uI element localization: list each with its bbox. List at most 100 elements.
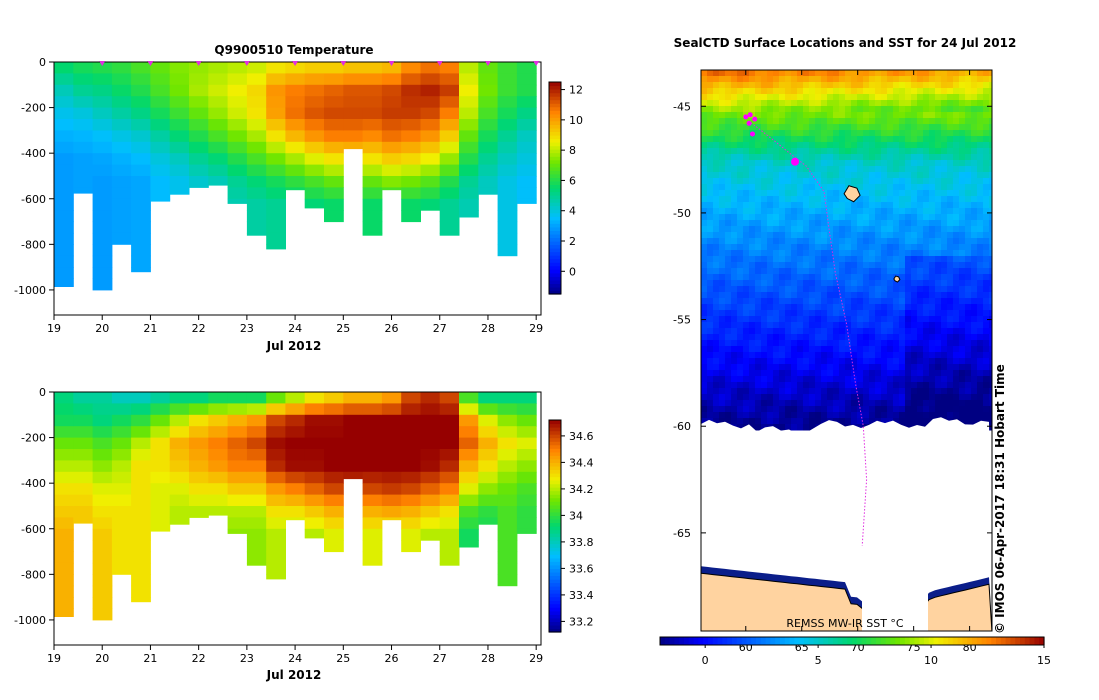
sst-pixel — [947, 316, 954, 323]
profile-cell — [131, 597, 151, 603]
profile-cell — [54, 119, 74, 131]
sst-pixel — [845, 70, 852, 77]
sst-pixel — [851, 214, 858, 221]
sst-pixel — [941, 184, 948, 191]
sst-pixel — [761, 340, 768, 347]
sst-pixel — [779, 82, 786, 89]
sst-pixel — [809, 250, 816, 257]
sst-pixel — [941, 376, 948, 383]
profile-cell — [266, 551, 286, 564]
sst-pixel — [881, 208, 888, 215]
profile-cell — [246, 107, 267, 120]
sst-pixel — [809, 196, 816, 203]
sst-pixel — [809, 412, 816, 419]
sst-pixel — [899, 352, 906, 359]
sst-pixel — [725, 298, 732, 305]
y-tick-label: -400 — [21, 477, 46, 490]
sst-pixel — [773, 106, 780, 113]
sst-pixel — [815, 136, 822, 143]
sst-colorbar-swatch — [962, 637, 968, 645]
sst-pixel — [875, 142, 882, 149]
sst-pixel — [947, 310, 954, 317]
sst-pixel — [989, 226, 992, 233]
profile-cell — [478, 392, 499, 404]
profile-cell — [227, 392, 248, 404]
profile-cell — [381, 84, 402, 97]
sst-pixel — [905, 268, 912, 275]
sst-pixel — [959, 412, 966, 419]
profile-cell — [516, 73, 537, 86]
sst-pixel — [707, 208, 714, 215]
sst-pixel — [869, 244, 876, 251]
profile-cell — [478, 141, 499, 154]
sst-pixel — [869, 76, 876, 83]
sst-pixel — [725, 100, 732, 107]
profile-cell — [343, 107, 364, 120]
colorbar-swatch — [549, 451, 561, 456]
sst-pixel — [791, 424, 798, 431]
sst-pixel — [893, 376, 900, 383]
profile-cell — [381, 414, 402, 427]
sst-pixel — [869, 394, 876, 401]
salinity-x-axis: 19 20 21 22 23 24 25 26 27 28 29 — [47, 645, 543, 665]
sst-pixel — [857, 412, 864, 419]
profile-cell — [324, 483, 344, 496]
sst-pixel — [743, 88, 750, 95]
sst-pixel — [833, 244, 840, 251]
sst-pixel — [833, 166, 840, 173]
sst-pixel — [755, 304, 762, 311]
sst-pixel — [869, 154, 876, 161]
sst-pixel — [839, 166, 846, 173]
profile-cell — [92, 494, 113, 507]
sst-pixel — [737, 280, 744, 287]
sst-pixel — [719, 358, 726, 365]
sst-pixel — [719, 130, 726, 137]
colorbar-swatch — [549, 515, 561, 520]
profile-cell — [304, 96, 325, 109]
x-tick-label: 27 — [433, 322, 447, 335]
sst-pixel — [971, 178, 978, 185]
sst-pixel — [983, 358, 990, 365]
sst-pixel — [851, 136, 858, 143]
sst-pixel — [977, 388, 984, 395]
sst-pixel — [833, 226, 840, 233]
sst-pixel — [713, 328, 720, 335]
profile-cell — [459, 471, 479, 484]
sst-pixel — [959, 406, 966, 413]
sst-pixel — [905, 304, 912, 311]
sst-pixel — [725, 268, 732, 275]
sst-pixel — [809, 124, 816, 131]
sst-pixel — [809, 178, 816, 185]
sst-pixel — [839, 298, 846, 305]
sst-pixel — [731, 88, 738, 95]
profile-cell — [420, 153, 441, 166]
sst-pixel — [785, 340, 792, 347]
profile-cell — [92, 232, 113, 245]
sst-pixel — [899, 196, 906, 203]
profile-cell — [92, 528, 113, 541]
sst-pixel — [833, 124, 840, 131]
sst-pixel — [845, 112, 852, 119]
sst-pixel — [767, 70, 774, 77]
profile-cell — [246, 73, 267, 86]
sst-pixel — [887, 88, 894, 95]
sst-pixel — [833, 400, 840, 407]
sst-pixel — [953, 154, 960, 161]
profile-cell — [516, 494, 537, 507]
sst-pixel — [989, 280, 992, 287]
profile-cell — [381, 62, 402, 74]
sst-pixel — [869, 310, 876, 317]
sst-pixel — [941, 178, 948, 185]
sst-pixel — [953, 334, 960, 341]
sst-pixel — [845, 316, 852, 323]
sst-pixel — [773, 130, 780, 137]
sst-pixel — [875, 184, 882, 191]
profile-cell — [401, 96, 421, 109]
sst-pixel — [791, 406, 798, 413]
sst-pixel — [773, 346, 780, 353]
sst-pixel — [791, 268, 798, 275]
profile-cell — [497, 164, 518, 177]
profile-cell — [401, 107, 421, 120]
sst-pixel — [875, 274, 882, 281]
sst-pixel — [797, 364, 804, 371]
